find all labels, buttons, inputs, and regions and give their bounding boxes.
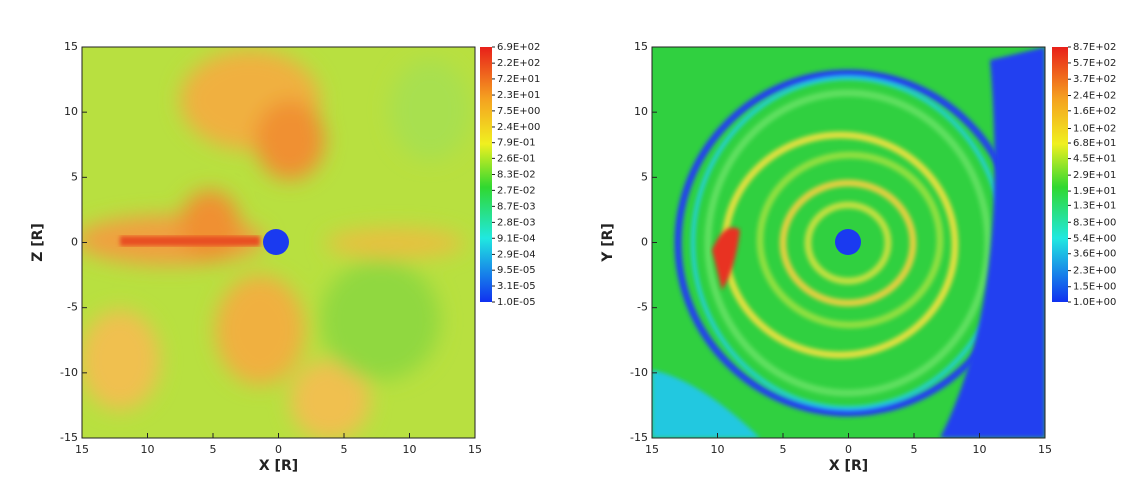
colorbar-label: 9.5E-05	[497, 265, 536, 276]
colorbar-label: 3.7E+02	[1073, 74, 1116, 85]
colorbar-label: 7.5E+00	[497, 106, 540, 117]
colorbar-label: 1.9E+01	[1073, 186, 1116, 197]
y-tick-label: 15	[64, 40, 78, 53]
y-tick-label: 15	[634, 40, 648, 53]
colorbar-label: 5.4E+00	[1073, 233, 1116, 244]
colorbar-label: 1.0E+00	[1073, 297, 1116, 308]
colorbar-label: 2.2E+02	[497, 58, 540, 69]
colorbar	[1052, 47, 1068, 302]
colorbar-label: 6.8E+01	[1073, 138, 1116, 149]
y-axis-label: Z [R]	[30, 223, 46, 262]
y-tick-label: -5	[67, 301, 78, 314]
y-tick-label: -15	[60, 431, 78, 444]
x-axis-label: X [R]	[829, 458, 868, 474]
x-tick-label: 15	[75, 443, 89, 456]
x-tick-label: 0	[845, 443, 852, 456]
y-tick-label: -10	[60, 366, 78, 379]
colorbar-label: 1.0E-05	[497, 297, 536, 308]
central-body	[263, 229, 289, 255]
x-tick-label: 0	[275, 443, 282, 456]
x-tick-label: 15	[468, 443, 482, 456]
colorbar-label: 1.6E+02	[1073, 106, 1116, 117]
y-tick-label: 5	[641, 170, 648, 183]
colorbar-label: 4.5E+01	[1073, 154, 1116, 165]
colorbar-label: 2.3E+01	[497, 90, 540, 101]
colorbar-label: 1.5E+00	[1073, 282, 1116, 293]
x-tick-label: 5	[341, 443, 348, 456]
x-tick-label: 5	[911, 443, 918, 456]
colorbar-label: 8.3E-02	[497, 170, 536, 181]
colorbar-label: 6.9E+02	[497, 42, 540, 53]
colorbar-label: 2.8E-03	[497, 217, 536, 228]
colorbar-label: 7.2E+01	[497, 74, 540, 85]
colorbar-label: 8.7E-03	[497, 201, 536, 212]
colorbar-label: 7.9E-01	[497, 138, 536, 149]
colorbar-label: 3.6E+00	[1073, 249, 1116, 260]
colorbar	[480, 47, 492, 302]
y-tick-label: 0	[641, 236, 648, 249]
x-tick-label: 10	[711, 443, 725, 456]
colorbar-label: 3.1E-05	[497, 281, 536, 292]
x-tick-label: 5	[210, 443, 217, 456]
x-tick-label: 5	[780, 443, 787, 456]
colorbar-label: 2.7E-02	[497, 185, 536, 196]
y-axis-label: Y [R]	[600, 223, 616, 263]
colorbar-label: 2.9E-04	[497, 249, 536, 260]
colorbar-label: 2.4E+00	[497, 122, 540, 133]
colorbar-label: 1.0E+02	[1073, 124, 1116, 135]
colorbar-label: 1.3E+01	[1073, 200, 1116, 211]
colorbar-label: 2.4E+02	[1073, 91, 1116, 102]
x-axis-label: X [R]	[259, 458, 298, 474]
colorbar-label: 2.6E-01	[497, 153, 536, 164]
x-tick-label: 10	[973, 443, 987, 456]
colorbar-label: 2.3E+00	[1073, 266, 1116, 277]
colorbar-label: 2.9E+01	[1073, 170, 1116, 181]
y-tick-label: 5	[71, 170, 78, 183]
y-tick-label: -15	[630, 431, 648, 444]
figure: 15 10 5 0 5 10 15 15 10 5 0 -5 -10 -15 X [R] Z [R] 6.9E+…	[0, 0, 1148, 500]
y-tick-label: 10	[64, 105, 78, 118]
colorbar-label: 8.7E+02	[1073, 42, 1116, 53]
x-tick-label: 15	[645, 443, 659, 456]
x-tick-label: 15	[1038, 443, 1052, 456]
colorbar-label: 9.1E-04	[497, 233, 536, 244]
y-tick-label: 0	[71, 236, 78, 249]
y-tick-label: -5	[637, 301, 648, 314]
colorbar-label: 8.3E+00	[1073, 217, 1116, 228]
x-tick-label: 10	[141, 443, 155, 456]
y-tick-label: -10	[630, 366, 648, 379]
y-tick-label: 10	[634, 105, 648, 118]
x-tick-label: 10	[403, 443, 417, 456]
central-body	[835, 229, 861, 255]
colorbar-label: 5.7E+02	[1073, 58, 1116, 69]
